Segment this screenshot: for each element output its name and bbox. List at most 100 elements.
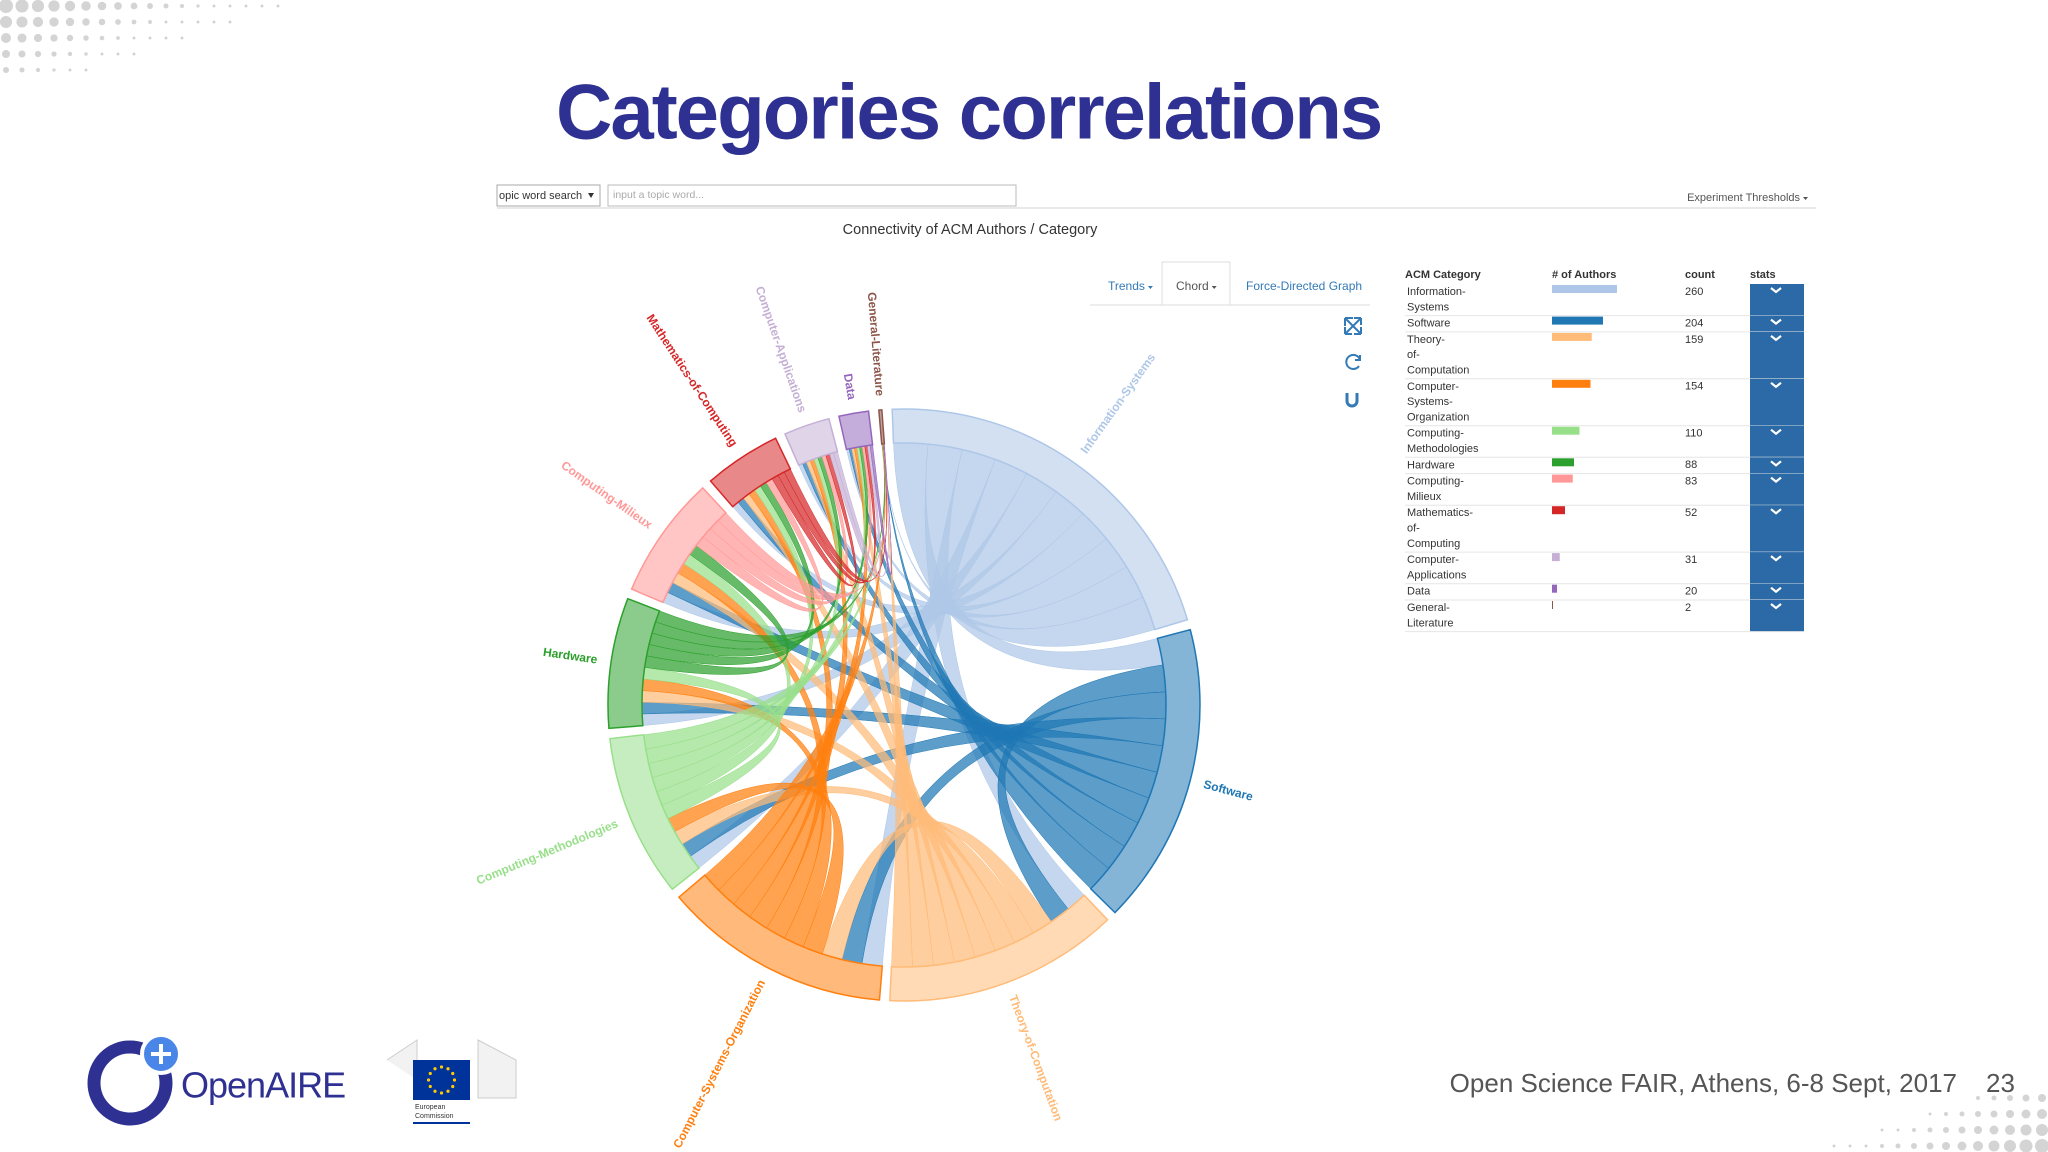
openaire-logo-text: OpenAIRE xyxy=(181,1065,345,1106)
search-placeholder: input a topic word... xyxy=(613,189,704,201)
expand-icon[interactable] xyxy=(1337,317,1362,335)
dot xyxy=(3,67,9,73)
thresholds-menu[interactable]: Experiment Thresholds xyxy=(1687,192,1800,204)
dot xyxy=(66,34,74,42)
stats-chevron xyxy=(1770,460,1782,467)
dot xyxy=(2036,1124,2048,1136)
dot xyxy=(2021,1109,2031,1119)
group-arc xyxy=(783,417,839,467)
count-cell: 52 xyxy=(1685,507,1697,519)
stats-chevron xyxy=(1770,335,1782,342)
dot xyxy=(1942,1142,1950,1150)
tab-caret xyxy=(1147,286,1153,289)
dot xyxy=(1957,1141,1967,1151)
tab-chord[interactable]: Chord xyxy=(1176,279,1209,293)
dot xyxy=(1880,1128,1884,1132)
category-cell: Mathematics-of-Computing xyxy=(1407,507,1473,550)
dot xyxy=(1974,1126,1982,1134)
dot xyxy=(132,36,136,40)
count-cell: 20 xyxy=(1685,586,1697,598)
group-arc xyxy=(609,733,700,891)
dot xyxy=(116,36,120,40)
group-arc xyxy=(607,597,661,730)
table-header: count xyxy=(1685,269,1715,281)
tab-trends[interactable]: Trends xyxy=(1108,279,1145,293)
category-cell: Computer-Applications xyxy=(1407,554,1467,581)
dot xyxy=(228,20,232,24)
dot xyxy=(148,36,152,40)
category-cell: Software xyxy=(1407,318,1450,330)
stats-cell xyxy=(1750,284,1804,316)
dot xyxy=(99,35,105,41)
author-bar xyxy=(1552,458,1574,467)
dot xyxy=(1976,1096,1980,1100)
dot xyxy=(1988,1140,2000,1152)
search-mode-select[interactable] xyxy=(496,184,601,207)
search-input[interactable] xyxy=(607,184,1017,207)
tab-force[interactable]: Force-Directed Graph xyxy=(1246,279,1362,293)
author-bar xyxy=(1552,474,1573,483)
dot xyxy=(196,20,200,24)
count-cell: 260 xyxy=(1685,286,1703,298)
dot xyxy=(1928,1112,1932,1116)
menu-caret xyxy=(1803,197,1808,200)
dot xyxy=(65,17,75,27)
category-cell: Information-Systems xyxy=(1407,286,1466,313)
eu-star xyxy=(439,1091,444,1095)
dot xyxy=(180,20,184,24)
dot xyxy=(2035,1139,2048,1152)
dot xyxy=(212,20,216,24)
dot xyxy=(1927,1127,1933,1133)
group-arc xyxy=(891,408,1189,631)
dot xyxy=(148,20,152,24)
stats-chevron xyxy=(1770,381,1782,389)
author-bar xyxy=(1552,584,1557,593)
dot xyxy=(19,67,25,73)
magnet-icon[interactable] xyxy=(1345,393,1359,408)
stats-chevron xyxy=(1770,508,1782,515)
footer-event: Open Science FAIR, Athens, 6-8 Sept, 201… xyxy=(1450,1068,1957,1098)
dot xyxy=(132,52,136,56)
stats-chevron xyxy=(1770,586,1782,594)
dot xyxy=(1848,1144,1852,1148)
count-cell: 83 xyxy=(1685,476,1697,488)
dot xyxy=(35,67,41,73)
author-bar xyxy=(1552,316,1603,325)
dot xyxy=(1896,1128,1900,1132)
eu-star xyxy=(451,1084,455,1089)
dot xyxy=(2007,1095,2013,1101)
group-arc xyxy=(1089,628,1201,914)
dot xyxy=(196,4,200,8)
dot xyxy=(114,2,122,10)
dot xyxy=(48,0,60,12)
category-cell: Data xyxy=(1407,586,1431,598)
group-arc xyxy=(889,894,1109,1002)
dot xyxy=(1989,1125,1999,1135)
dot xyxy=(163,3,169,9)
author-bar xyxy=(1552,379,1591,388)
active-tab xyxy=(1161,261,1231,306)
dot xyxy=(2037,1109,2047,1119)
dot xyxy=(1943,1127,1949,1133)
author-bar xyxy=(1552,601,1553,609)
dot xyxy=(180,36,184,40)
dot xyxy=(1958,1126,1966,1134)
page-number: 23 xyxy=(1986,1068,2015,1098)
refresh-icon[interactable] xyxy=(1345,353,1361,370)
author-bar xyxy=(1552,285,1617,293)
group-arc xyxy=(878,409,886,445)
dot xyxy=(130,2,138,10)
dot xyxy=(164,20,168,24)
table-header: # of Authors xyxy=(1552,269,1616,281)
eu-star xyxy=(428,1071,432,1076)
eu-star xyxy=(451,1071,455,1076)
group-arc xyxy=(838,410,874,451)
dot xyxy=(0,16,12,28)
dot xyxy=(97,1,107,11)
author-bar xyxy=(1552,426,1580,435)
chart-title: Connectivity of ACM Authors / Category xyxy=(843,222,1098,238)
eu-star xyxy=(446,1089,450,1093)
count-cell: 204 xyxy=(1685,318,1703,330)
dot xyxy=(31,0,45,13)
